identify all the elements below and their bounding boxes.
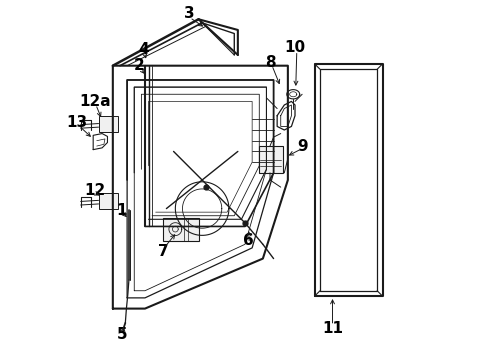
Text: 8: 8 xyxy=(265,55,275,69)
Text: 12: 12 xyxy=(84,183,105,198)
Text: 12a: 12a xyxy=(79,94,111,109)
Text: 6: 6 xyxy=(243,233,254,248)
Text: 3: 3 xyxy=(184,6,195,21)
Text: 9: 9 xyxy=(297,139,307,154)
Bar xyxy=(163,217,198,241)
Text: 5: 5 xyxy=(117,327,127,342)
Bar xyxy=(98,193,118,208)
Bar xyxy=(98,116,118,132)
Text: 1: 1 xyxy=(117,203,127,218)
Bar xyxy=(259,146,283,173)
Text: 2: 2 xyxy=(134,58,145,73)
Text: 7: 7 xyxy=(157,244,168,259)
Text: 4: 4 xyxy=(138,42,148,57)
Text: 13: 13 xyxy=(67,115,88,130)
Text: 10: 10 xyxy=(285,40,306,55)
Text: 11: 11 xyxy=(322,321,343,336)
